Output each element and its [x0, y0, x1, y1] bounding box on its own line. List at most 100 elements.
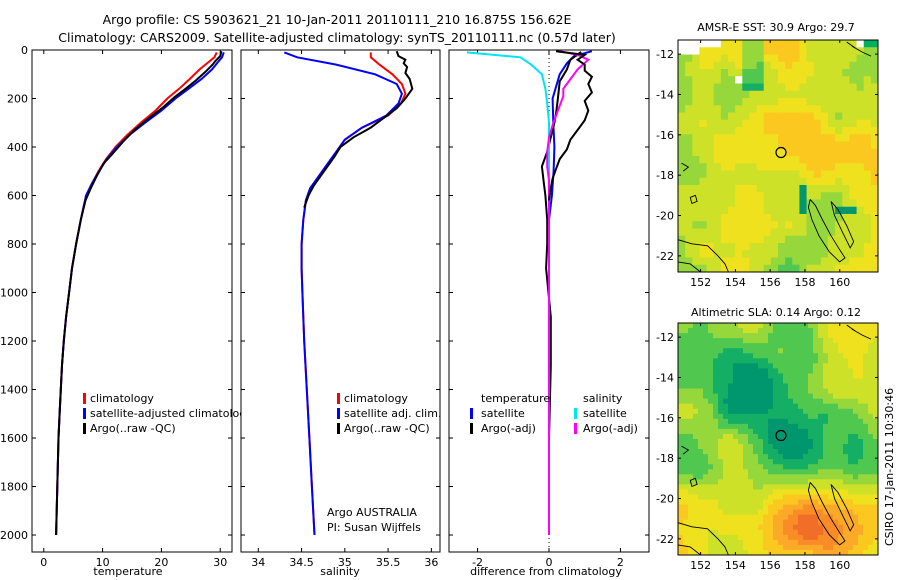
map-grid-cell: [793, 474, 799, 480]
map-grid-cell: [828, 403, 834, 410]
map-grid-cell: [853, 328, 859, 334]
map-grid-cell: [813, 413, 819, 420]
map-grid-cell: [842, 90, 850, 99]
map-grid-cell: [743, 494, 749, 500]
map-grid-cell: [858, 333, 864, 339]
map-grid-cell: [703, 373, 709, 379]
map-grid-cell: [843, 348, 849, 354]
map-grid-cell: [818, 519, 824, 526]
map-grid-cell: [793, 418, 799, 425]
map-grid-cell: [685, 243, 693, 251]
map-grid-cell: [828, 504, 834, 511]
map-grid-cell: [718, 524, 724, 531]
map-grid-cell: [873, 464, 879, 470]
map-grid-cell: [843, 449, 849, 455]
map-grid-cell: [778, 373, 784, 379]
map-grid-cell: [828, 398, 834, 405]
map-grid-cell: [706, 243, 715, 251]
map-grid-cell: [843, 398, 849, 405]
map-grid-cell: [768, 348, 774, 354]
map-grid-cell: [683, 474, 689, 480]
map-grid-cell: [843, 534, 849, 541]
map-grid-cell: [848, 433, 854, 440]
map-grid-cell: [863, 134, 872, 142]
map-grid-cell: [853, 504, 859, 511]
map-grid-cell: [783, 539, 789, 546]
map-grid-cell: [808, 408, 814, 415]
map-grid-cell: [688, 333, 694, 339]
map-grid-cell: [688, 439, 694, 445]
map-grid-cell: [678, 105, 686, 113]
map-grid-cell: [748, 504, 754, 511]
map-grid-cell: [713, 338, 719, 344]
map-grid-cell: [678, 529, 684, 536]
map-grid-cell: [820, 214, 829, 222]
map-grid-cell: [838, 403, 844, 410]
map-grid-cell: [733, 514, 739, 521]
map-grid-cell: [799, 214, 807, 222]
map-grid-cell: [683, 539, 689, 546]
map-grid-cell: [720, 47, 729, 55]
map-grid-cell: [856, 177, 865, 186]
lat-tick-label: -20: [656, 493, 674, 506]
map-grid-cell: [699, 119, 707, 128]
map-grid-cell: [813, 479, 819, 485]
map-grid-cell: [863, 348, 869, 354]
map-grid-cell: [813, 333, 819, 339]
map-grid-cell: [863, 214, 872, 222]
map-grid-cell: [758, 464, 764, 470]
map-grid-cell: [783, 328, 789, 334]
map-grid-cell: [713, 444, 719, 450]
map-grid-cell: [773, 489, 779, 495]
figure-title-line2: Climatology: CARS2009. Satellite-adjuste…: [58, 30, 615, 45]
map-grid-cell: [768, 343, 774, 349]
map-grid-cell: [843, 408, 849, 415]
map-grid-cell: [798, 549, 804, 556]
sla-map-title: Altimetric SLA: 0.14 Argo: 0.12: [691, 306, 861, 319]
map-grid-cell: [749, 112, 757, 121]
map-grid-cell: [713, 534, 719, 541]
map-grid-cell: [848, 504, 854, 511]
map-grid-cell: [803, 459, 809, 465]
map-grid-cell: [768, 418, 774, 425]
map-grid-cell: [783, 489, 789, 495]
map-grid-cell: [683, 514, 689, 521]
map-grid-cell: [768, 529, 774, 536]
map-grid-cell: [749, 206, 757, 215]
map-grid-cell: [808, 433, 814, 440]
map-grid-cell: [863, 544, 869, 551]
map-grid-cell: [703, 408, 709, 415]
map-grid-cell: [770, 170, 779, 179]
map-grid-cell: [858, 348, 864, 354]
map-grid-cell: [693, 323, 699, 329]
map-grid-cell: [858, 383, 864, 389]
map-grid-cell: [868, 504, 874, 511]
map-grid-cell: [742, 69, 750, 77]
map-grid-cell: [818, 549, 824, 556]
legend-clim-swatch: [337, 393, 340, 404]
map-grid-cell: [842, 199, 850, 208]
map-grid-cell: [783, 383, 789, 389]
map-grid-cell: [778, 499, 784, 505]
map-grid-cell: [713, 544, 719, 551]
map-grid-cell: [728, 509, 734, 516]
map-grid-cell: [868, 428, 874, 435]
map-grid-cell: [728, 393, 734, 400]
map-grid-cell: [853, 418, 859, 425]
map-grid-cell: [738, 449, 744, 455]
map-grid-cell: [849, 214, 857, 222]
map-grid-cell: [678, 459, 684, 465]
map-grid-cell: [678, 388, 684, 395]
map-grid-cell: [708, 428, 714, 435]
map-grid-cell: [808, 378, 814, 384]
map-grid-cell: [749, 214, 757, 222]
map-grid-cell: [738, 439, 744, 445]
map-grid-cell: [783, 514, 789, 521]
map-grid-cell: [813, 534, 819, 541]
map-grid-cell: [820, 199, 829, 208]
map-grid-cell: [693, 343, 699, 349]
map-grid-cell: [792, 141, 800, 150]
map-grid-cell: [758, 358, 764, 364]
map-grid-cell: [783, 444, 789, 450]
map-grid-cell: [770, 177, 779, 186]
